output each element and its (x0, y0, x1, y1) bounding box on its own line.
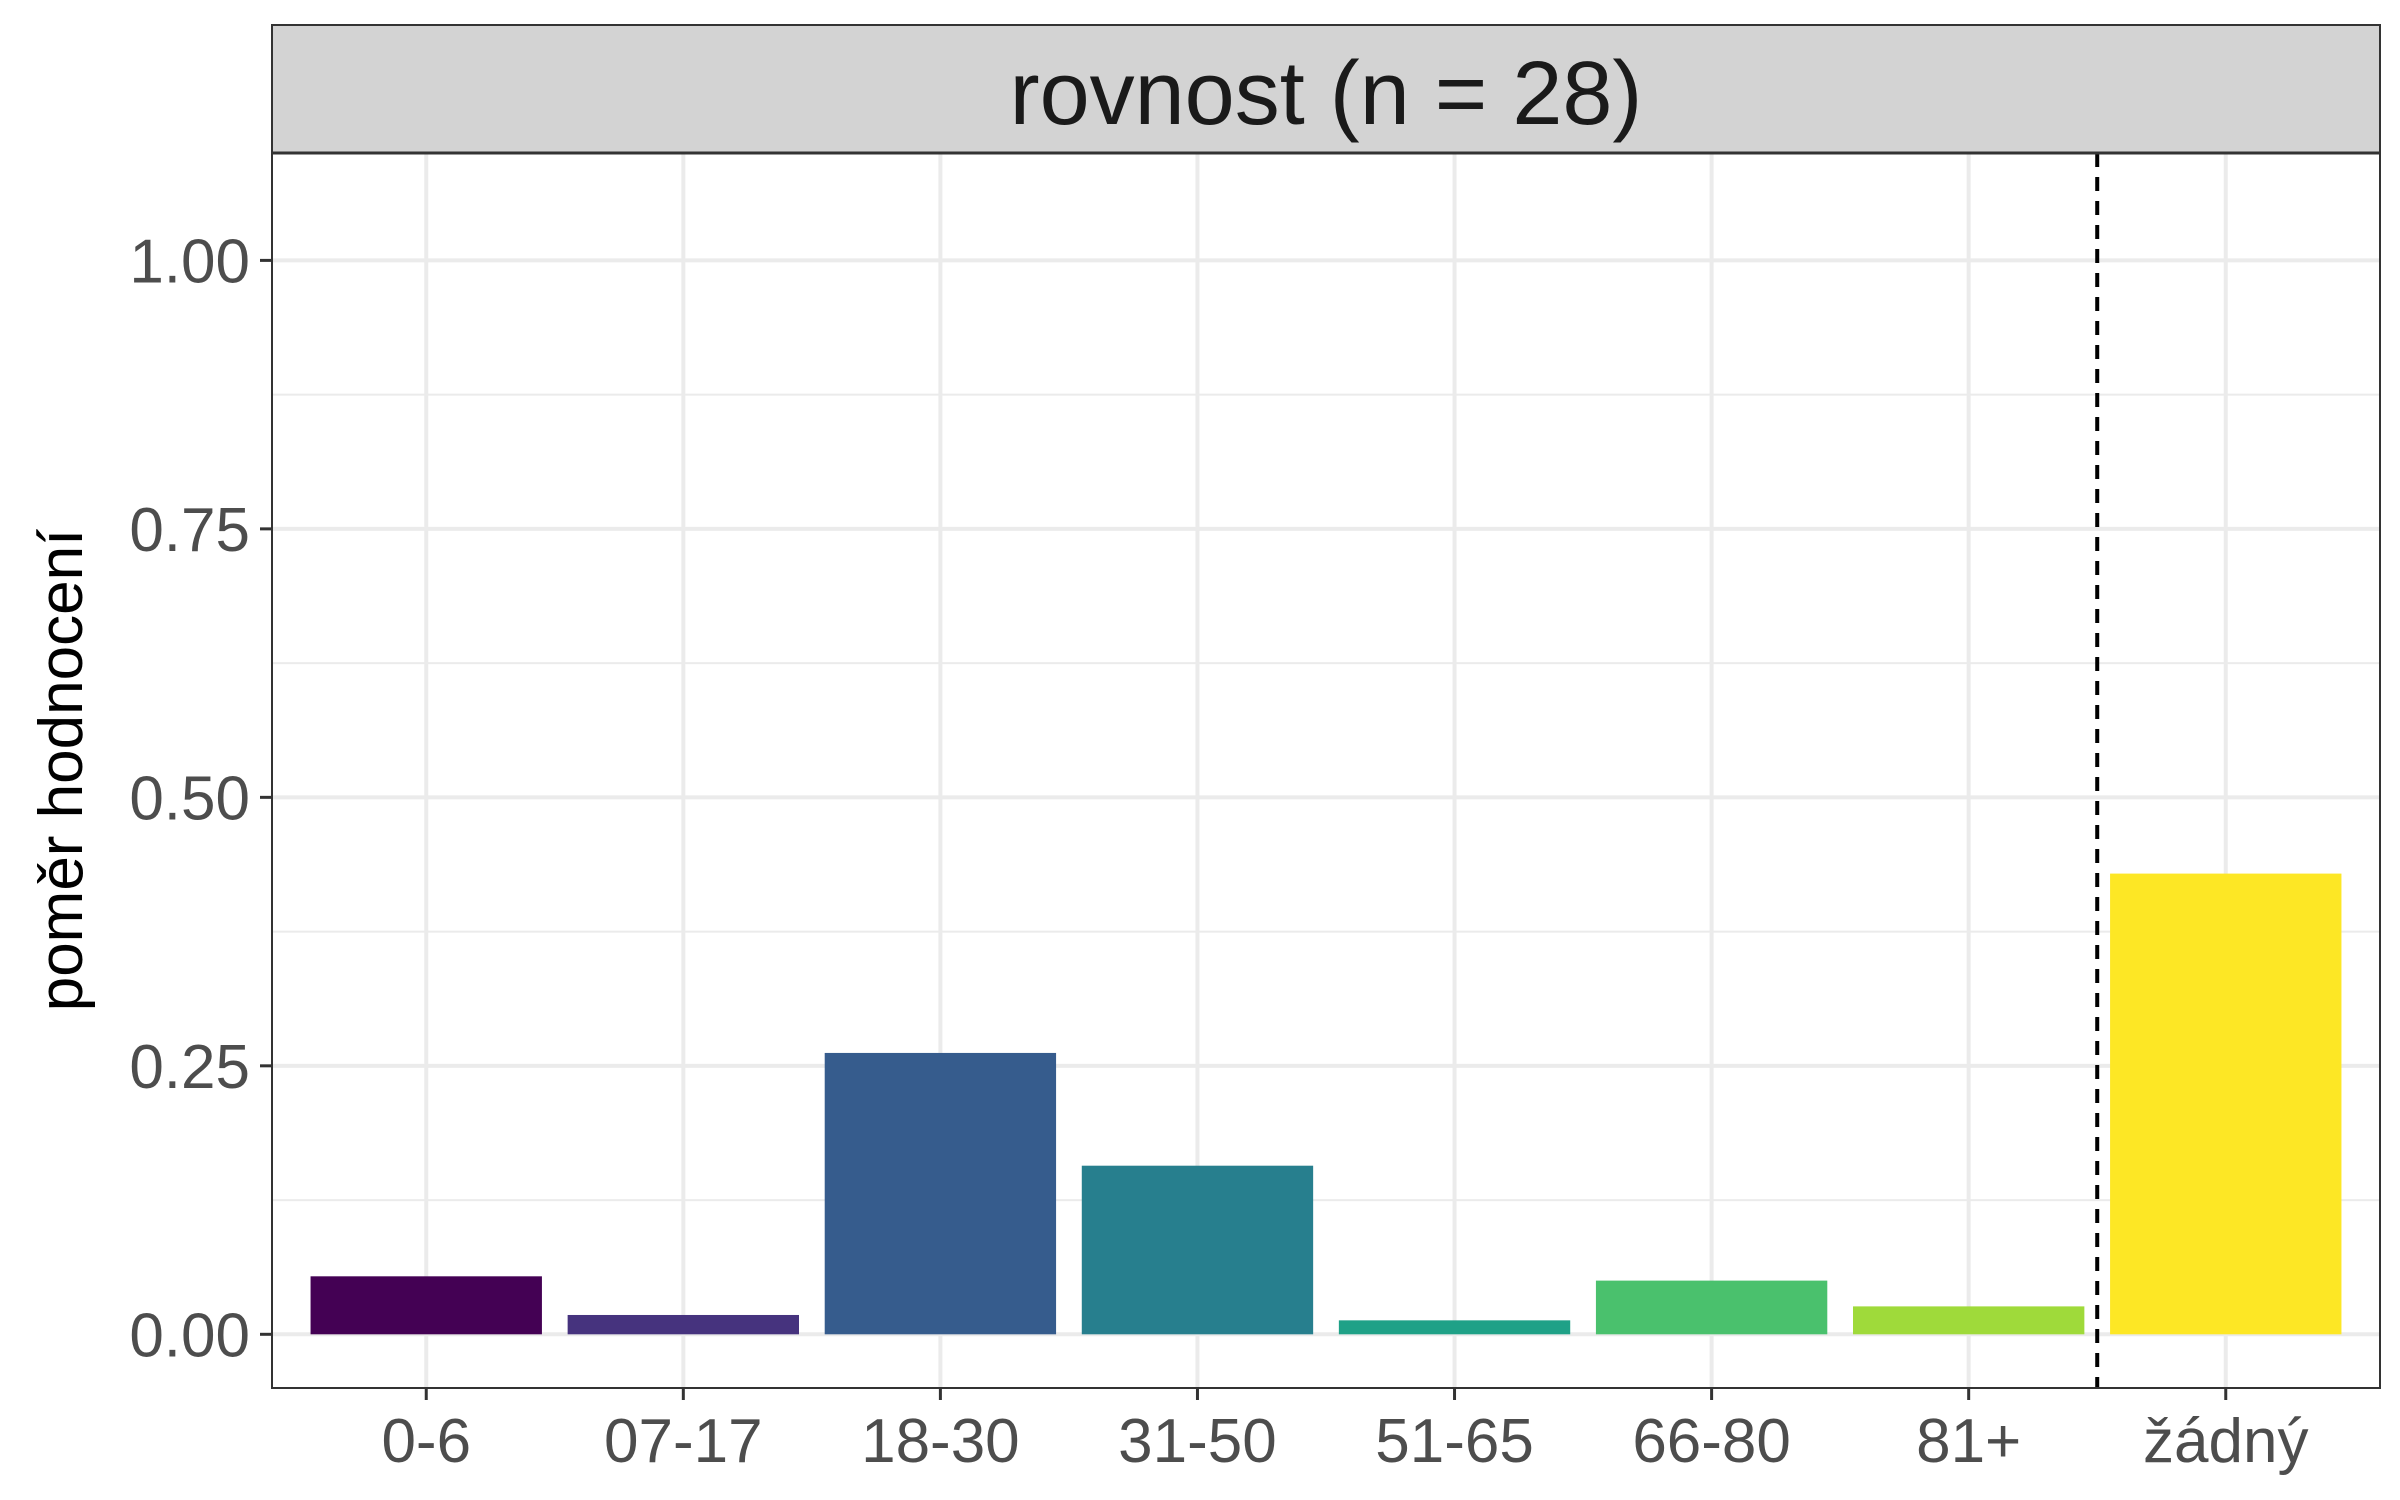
bar (824, 1052, 1057, 1335)
bar (1853, 1306, 2085, 1335)
y-tick-label: 0.25 (129, 1033, 250, 1102)
y-tick-label: 1.00 (129, 227, 250, 296)
x-tick-label: 0-6 (381, 1407, 471, 1476)
x-tick-label: 18-30 (861, 1407, 1020, 1476)
y-tick-label: 0.50 (129, 764, 250, 833)
y-tick-label: 0.00 (129, 1301, 250, 1370)
grid-lines (272, 153, 2380, 1388)
x-tick-label: 66-80 (1632, 1407, 1791, 1476)
x-tick-label: 81+ (1916, 1407, 2021, 1476)
x-axis: 0-6 07-17 18-30 31-50 51-65 66-80 81+ žádný (381, 1388, 2308, 1476)
bar (1595, 1280, 1828, 1335)
x-tick-label: 31-50 (1118, 1407, 1277, 1476)
bar (310, 1276, 542, 1335)
y-tick-label: 0.75 (129, 496, 250, 565)
plot-panel (272, 153, 2380, 1388)
facet-strip (271, 24, 2381, 154)
y-axis: 0.00 0.25 0.50 0.75 1.00 (129, 227, 272, 1370)
bar (567, 1314, 799, 1335)
x-tick-label: žádný (2143, 1407, 2308, 1476)
bars (310, 873, 2342, 1335)
chart-title: rovnost (n = 28) (1010, 44, 1643, 144)
y-axis-title: poměr hodnocení (27, 529, 96, 1012)
bar (1338, 1320, 1571, 1335)
x-tick-label: 51-65 (1375, 1407, 1534, 1476)
x-tick-label: 07-17 (604, 1407, 763, 1476)
bar (2110, 873, 2342, 1335)
bar (1081, 1165, 1314, 1335)
